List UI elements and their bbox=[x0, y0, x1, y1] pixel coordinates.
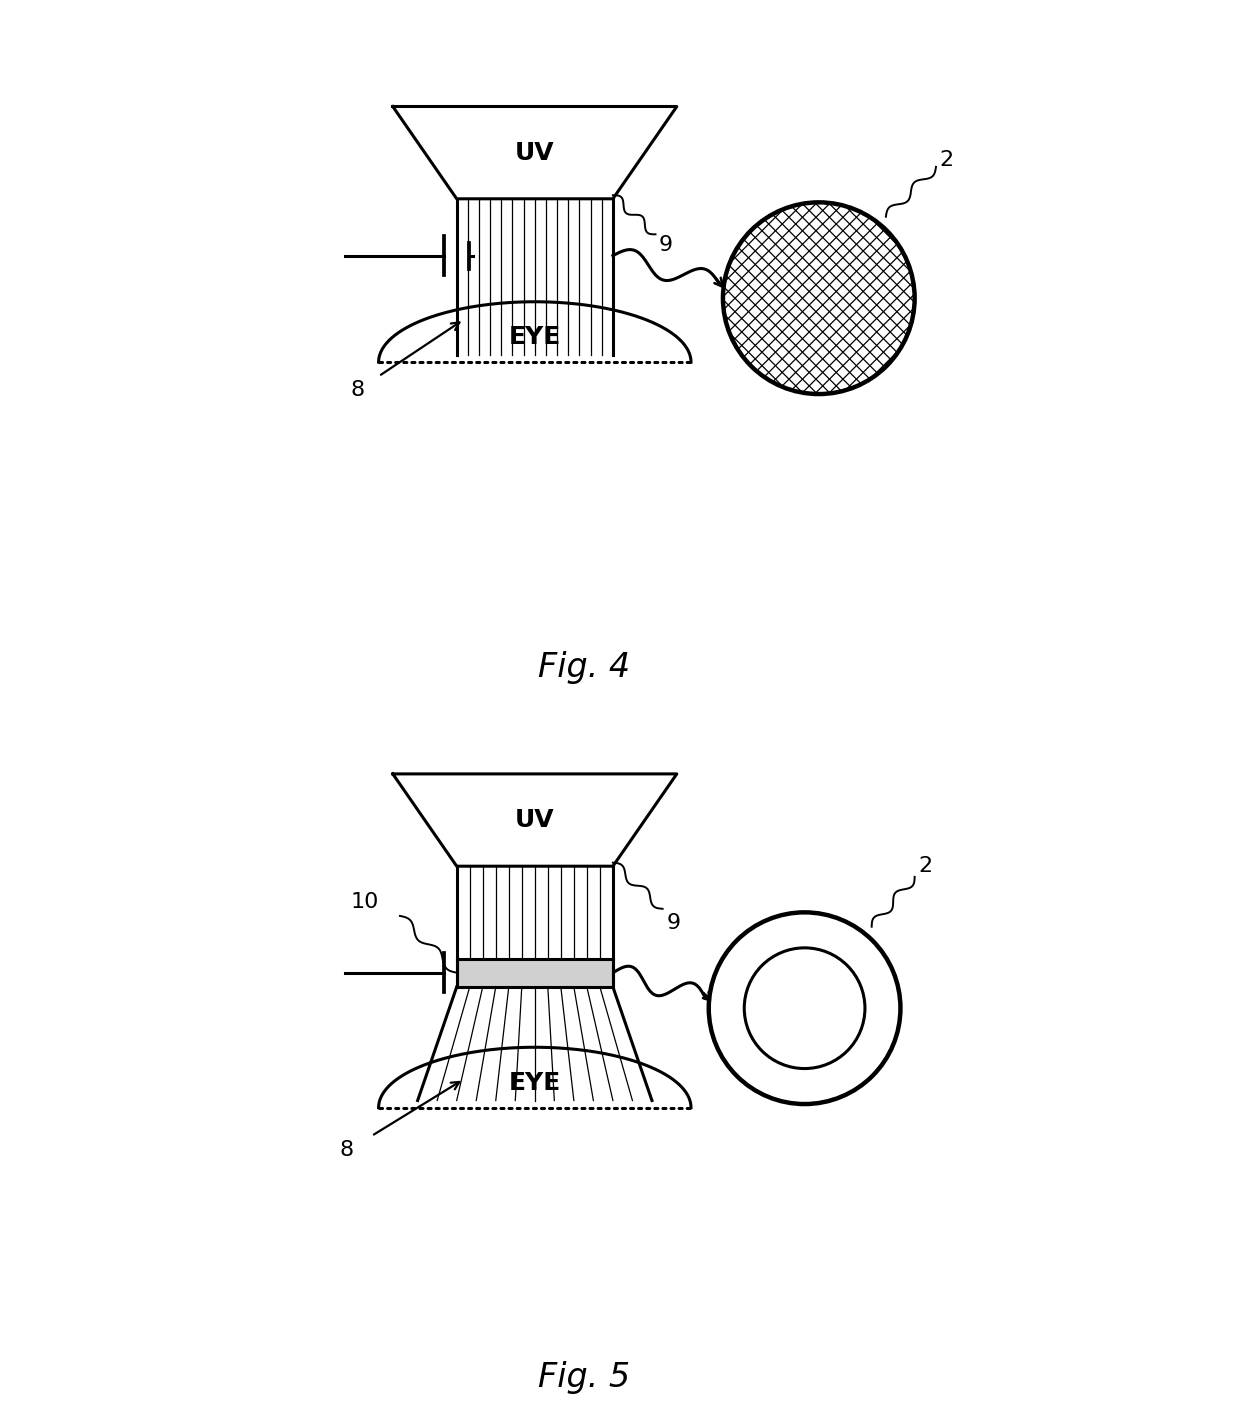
Text: 2: 2 bbox=[918, 856, 932, 876]
Text: Fig. 5: Fig. 5 bbox=[538, 1360, 631, 1394]
Circle shape bbox=[709, 912, 900, 1105]
Circle shape bbox=[723, 203, 915, 393]
Text: EYE: EYE bbox=[508, 325, 560, 349]
Text: Fig. 4: Fig. 4 bbox=[538, 650, 631, 684]
Text: 10: 10 bbox=[350, 892, 378, 912]
Text: 9: 9 bbox=[666, 913, 681, 933]
Text: 8: 8 bbox=[340, 1140, 353, 1160]
Text: 8: 8 bbox=[350, 381, 365, 400]
Bar bbox=[456, 959, 613, 987]
Text: 2: 2 bbox=[940, 149, 954, 170]
Text: UV: UV bbox=[515, 808, 554, 832]
Text: EYE: EYE bbox=[508, 1071, 560, 1095]
Text: 9: 9 bbox=[658, 234, 673, 256]
Circle shape bbox=[744, 949, 866, 1068]
Text: UV: UV bbox=[515, 141, 554, 165]
